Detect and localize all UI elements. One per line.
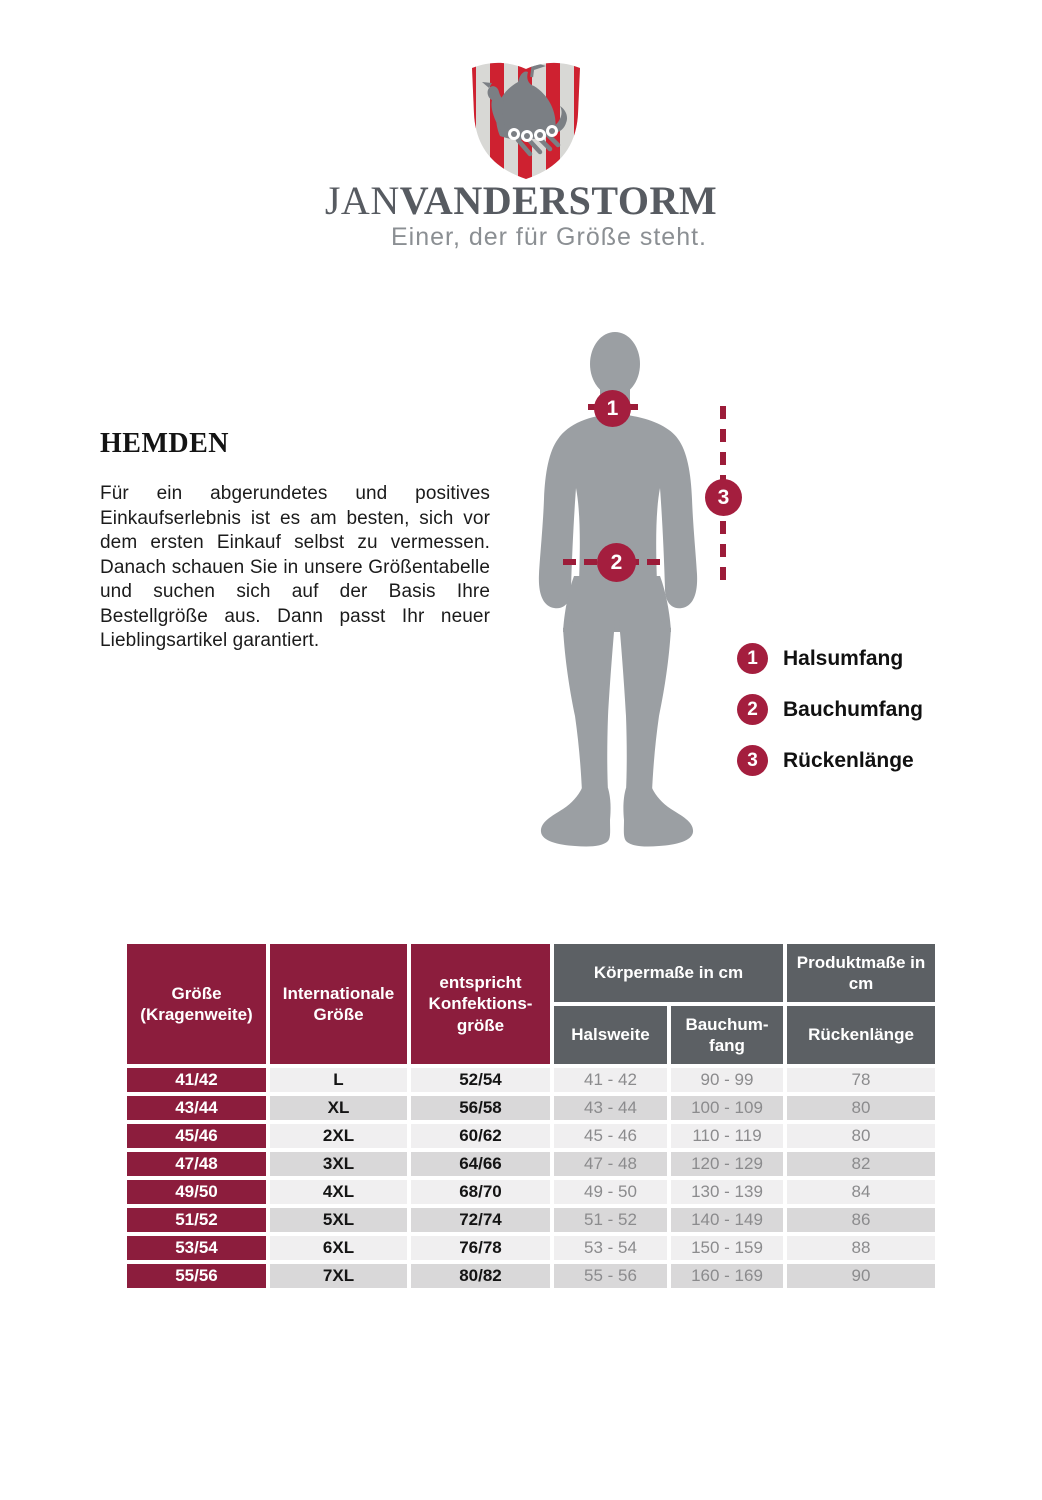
- cell-halsweite: 51 - 52: [554, 1208, 667, 1232]
- cell-bauchumfang: 120 - 129: [671, 1152, 783, 1176]
- measurement-figure: [530, 330, 714, 848]
- cell-internationale-groesse: 7XL: [270, 1264, 407, 1288]
- header-rueckenlaenge: Rückenlänge: [787, 1006, 935, 1064]
- brand-tagline: Einer, der für Größe steht.: [390, 223, 707, 251]
- legend-number-badge: 3: [737, 745, 768, 776]
- cell-rueckenlaenge: 88: [787, 1236, 935, 1260]
- intro-section: HEMDEN Für ein abgerundetes und positive…: [100, 428, 490, 654]
- cell-halsweite: 53 - 54: [554, 1236, 667, 1260]
- intro-paragraph: Für ein abgerundetes und positives Einka…: [100, 483, 490, 651]
- cell-groesse-kragenweite: 53/54: [127, 1236, 266, 1260]
- size-table: Größe (Kragenweite) Internationale Größe…: [127, 944, 935, 1288]
- brand-logo-shield-icon: [472, 62, 580, 180]
- cell-konfektionsgroesse: 80/82: [411, 1264, 550, 1288]
- cell-konfektionsgroesse: 60/62: [411, 1124, 550, 1148]
- header-halsweite: Halsweite: [554, 1006, 667, 1064]
- legend-item: 3 Rückenlänge: [737, 745, 923, 776]
- header-groesse: Größe (Kragenweite): [127, 944, 266, 1064]
- cell-rueckenlaenge: 78: [787, 1068, 935, 1092]
- cell-rueckenlaenge: 84: [787, 1180, 935, 1204]
- cell-internationale-groesse: 6XL: [270, 1236, 407, 1260]
- cell-groesse-kragenweite: 43/44: [127, 1096, 266, 1120]
- cell-internationale-groesse: XL: [270, 1096, 407, 1120]
- brand-name-vanderstorm: VANDERSTORM: [399, 178, 718, 223]
- cell-bauchumfang: 90 - 99: [671, 1068, 783, 1092]
- legend-item: 2 Bauchumfang: [737, 694, 923, 725]
- header-produktmasse: Produktmaße in cm: [787, 944, 935, 1002]
- ship-shields: [508, 125, 558, 142]
- shield-stripes: [472, 62, 580, 180]
- legend-number-badge: 2: [737, 694, 768, 725]
- header-international: Internationale Größe: [270, 944, 407, 1064]
- brand-name-jan: JAN: [324, 178, 400, 223]
- cell-halsweite: 55 - 56: [554, 1264, 667, 1288]
- cell-halsweite: 41 - 42: [554, 1068, 667, 1092]
- cell-rueckenlaenge: 86: [787, 1208, 935, 1232]
- marker-neck: 1: [594, 390, 631, 427]
- legend-label: Rückenlänge: [783, 748, 914, 772]
- cell-bauchumfang: 140 - 149: [671, 1208, 783, 1232]
- cell-groesse-kragenweite: 41/42: [127, 1068, 266, 1092]
- cell-bauchumfang: 160 - 169: [671, 1264, 783, 1288]
- cell-bauchumfang: 100 - 109: [671, 1096, 783, 1120]
- cell-konfektionsgroesse: 56/58: [411, 1096, 550, 1120]
- legend-label: Halsumfang: [783, 646, 904, 670]
- cell-konfektionsgroesse: 68/70: [411, 1180, 550, 1204]
- cell-halsweite: 43 - 44: [554, 1096, 667, 1120]
- cell-internationale-groesse: 3XL: [270, 1152, 407, 1176]
- cell-rueckenlaenge: 82: [787, 1152, 935, 1176]
- cell-konfektionsgroesse: 72/74: [411, 1208, 550, 1232]
- cell-rueckenlaenge: 90: [787, 1264, 935, 1288]
- cell-bauchumfang: 150 - 159: [671, 1236, 783, 1260]
- cell-groesse-kragenweite: 55/56: [127, 1264, 266, 1288]
- header-konfektion: entspricht Konfektions- größe: [411, 944, 550, 1064]
- cell-konfektionsgroesse: 52/54: [411, 1068, 550, 1092]
- cell-bauchumfang: 110 - 119: [671, 1124, 783, 1148]
- cell-konfektionsgroesse: 64/66: [411, 1152, 550, 1176]
- cell-groesse-kragenweite: 49/50: [127, 1180, 266, 1204]
- marker-waist: 2: [597, 543, 636, 582]
- cell-groesse-kragenweite: 47/48: [127, 1152, 266, 1176]
- cell-groesse-kragenweite: 51/52: [127, 1208, 266, 1232]
- cell-internationale-groesse: L: [270, 1068, 407, 1092]
- cell-internationale-groesse: 5XL: [270, 1208, 407, 1232]
- cell-bauchumfang: 130 - 139: [671, 1180, 783, 1204]
- man-silhouette-icon: [538, 332, 698, 847]
- header-koerpermasse: Körpermaße in cm: [554, 944, 783, 1002]
- legend-label: Bauchumfang: [783, 697, 924, 721]
- legend-number-badge: 1: [737, 643, 768, 674]
- cell-halsweite: 45 - 46: [554, 1124, 667, 1148]
- legend-item: 1 Halsumfang: [737, 643, 923, 674]
- viking-ship-icon: [482, 62, 568, 157]
- marker-back: 3: [705, 479, 742, 516]
- cell-halsweite: 47 - 48: [554, 1152, 667, 1176]
- cell-rueckenlaenge: 80: [787, 1124, 935, 1148]
- page-title: HEMDEN: [100, 428, 229, 459]
- cell-internationale-groesse: 2XL: [270, 1124, 407, 1148]
- cell-internationale-groesse: 4XL: [270, 1180, 407, 1204]
- measurement-legend: 1 Halsumfang 2 Bauchumfang 3 Rückenlänge: [737, 643, 923, 796]
- cell-groesse-kragenweite: 45/46: [127, 1124, 266, 1148]
- brand-name: JANVANDERSTORM: [0, 181, 1042, 221]
- cell-halsweite: 49 - 50: [554, 1180, 667, 1204]
- cell-konfektionsgroesse: 76/78: [411, 1236, 550, 1260]
- header-bauchumfang: Bauchum- fang: [671, 1006, 783, 1064]
- cell-rueckenlaenge: 80: [787, 1096, 935, 1120]
